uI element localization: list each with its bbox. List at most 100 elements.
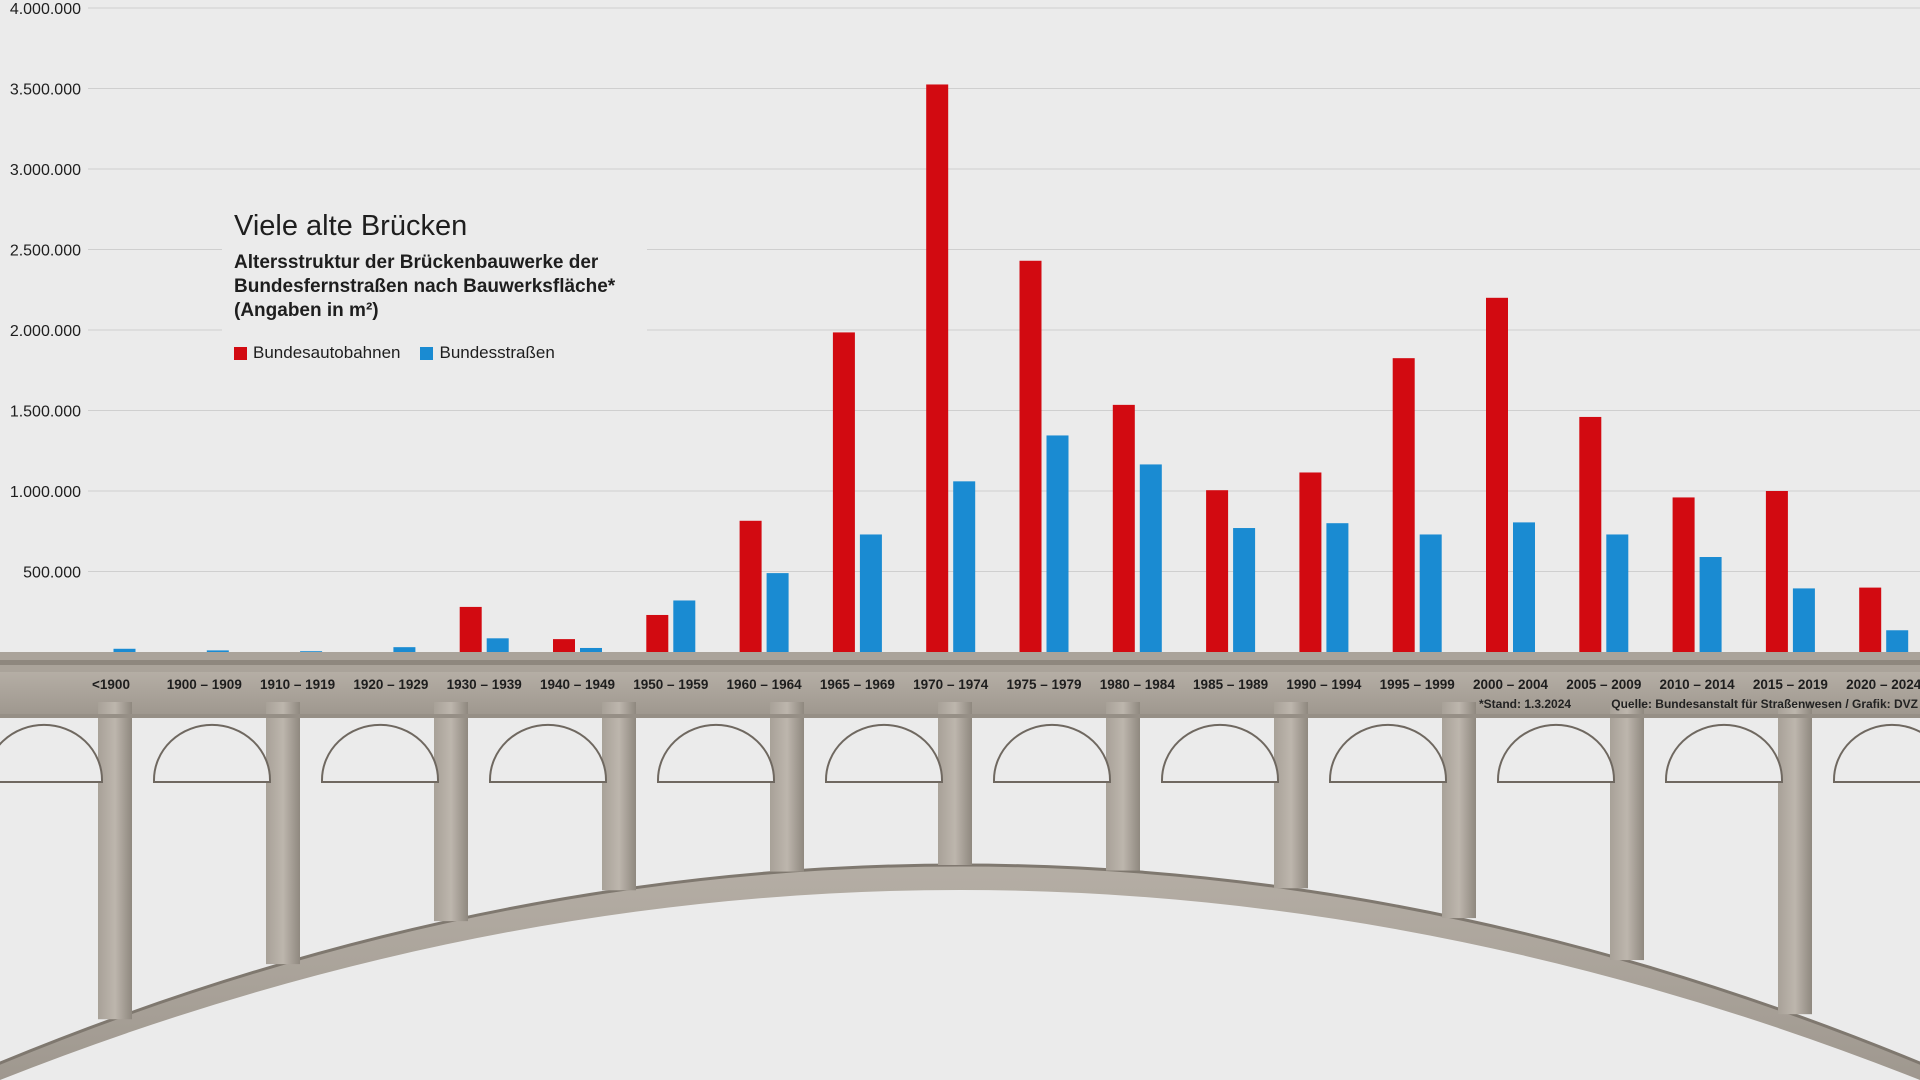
bar-bundesstrassen [1699,557,1722,652]
x-tick-label: 1910 – 1919 [260,677,335,692]
y-axis-tick-labels: 500.000 1.000.000 1.500.000 2.000.000 2.500.… [10,1,81,582]
bridge-arch-opening [489,723,607,783]
x-tick-label: 1975 – 1979 [1006,677,1081,692]
legend-item-bundesstrassen: Bundesstraßen [420,343,555,363]
bridge-pillar [1778,702,1812,1015]
x-tick-label: 1985 – 1989 [1193,677,1268,692]
x-tick-label: 1965 – 1969 [820,677,895,692]
legend-label: Bundesautobahnen [253,343,401,362]
bridge-wall [0,672,1920,714]
y-tick-label: 500.000 [23,565,81,582]
bar-bundesstrassen [113,648,136,652]
bridge-arch-opening [1497,723,1615,783]
bridge-arch-opening [0,723,103,783]
x-tick-label: 1970 – 1974 [913,677,989,692]
bridge-pillar [1274,702,1308,889]
y-tick-label: 3.500.000 [10,82,81,99]
chart-subtitle: Altersstruktur der Brückenbauwerke der B… [234,251,635,323]
bar-bundesstrassen [206,650,229,652]
bridge-pillar [1610,702,1644,961]
y-tick-label: 2.000.000 [10,323,81,340]
bar-bundesautobahnen [832,332,855,652]
bar-bundesautobahnen [1486,297,1508,652]
bar-bundesstrassen [1139,464,1162,652]
x-tick-label: 1930 – 1939 [447,677,522,692]
bar-bundesstrassen [486,638,509,652]
x-tick-label: 1900 – 1909 [167,677,242,692]
bridge-illustration [0,652,1920,1080]
bar-bundesstrassen [1046,435,1069,652]
bar-bundesautobahnen [646,614,669,652]
bridge-deck-edge [0,660,1920,665]
bar-bundesstrassen [766,573,789,652]
bar-bundesstrassen [1233,528,1256,652]
bars [113,84,1909,653]
bridge-pillar [602,702,636,891]
bar-bundesautobahnen [1392,358,1415,652]
legend-swatch [420,346,434,360]
x-tick-label: 1950 – 1959 [633,677,708,692]
bar-bundesstrassen [1792,588,1815,652]
bar-bundesstrassen [1326,523,1349,652]
y-tick-label: 4.000.000 [10,1,81,18]
bar-bundesautobahnen [553,639,575,652]
legend-item-bundesautobahnen: Bundesautobahnen [234,343,400,363]
main-arch [0,865,1920,1080]
bar-bundesstrassen [859,534,882,652]
x-tick-label: 1995 – 1999 [1380,677,1455,692]
bar-bundesautobahnen [1206,490,1229,652]
x-tick-label: 1960 – 1964 [727,677,803,692]
subtitle-line: Bundesfernstraßen nach Bauwerksfläche* [234,276,616,297]
bridge-pillar [938,702,972,866]
x-tick-label: <1900 [92,677,130,692]
subtitle-line: (Angaben in m²) [234,300,379,321]
bar-bundesstrassen [1606,534,1629,652]
bridge-pillar [98,702,132,1020]
main-arch-edge [0,863,1920,1065]
x-tick-label: 2020 – 2024 [1846,677,1920,692]
chart-title: Viele alte Brücken [234,210,468,242]
x-tick-label: 1940 – 1949 [540,677,615,692]
bridge-arch-opening [1161,723,1279,783]
bridge-pillar [770,702,804,872]
source-note: Quelle: Bundesanstalt für Straßenwesen /… [1611,697,1918,711]
bar-bundesstrassen [1419,534,1442,652]
title-block: Viele alte Brücken Altersstruktur der Br… [222,198,647,388]
bar-bundesstrassen [393,647,416,652]
bar-bundesautobahnen [1019,260,1042,652]
bar-bundesautobahnen [1765,491,1788,652]
bridge-arch-opening [1665,723,1783,783]
bar-bundesautobahnen [459,606,482,652]
bar-bundesautobahnen [739,520,762,652]
y-tick-label: 1.000.000 [10,484,81,501]
bar-bundesstrassen [580,647,602,652]
legend: Bundesautobahnen Bundesstraßen [234,343,635,363]
x-axis-tick-labels: <1900 1900 – 1909 1910 – 1919 1920 – 1929 19… [92,677,1920,692]
bar-bundesautobahnen [1672,497,1695,652]
y-tick-label: 2.500.000 [10,243,81,260]
bridge-arch-opening [321,723,439,783]
bridge-arch-opening [825,723,943,783]
bridge-cornice [0,714,1920,718]
bar-bundesstrassen [953,481,976,652]
x-tick-label: 2000 – 2004 [1473,677,1549,692]
bar-bundesautobahnen [1112,404,1135,652]
x-tick-label: 2015 – 2019 [1753,677,1828,692]
bridge-pillar [1442,702,1476,919]
x-tick-label: 1990 – 1994 [1286,677,1362,692]
bar-bundesautobahnen [1859,587,1882,652]
bridge-arch-opening [1833,723,1920,783]
bridge-pillar [1106,702,1140,871]
legend-swatch [234,346,247,360]
bridge-pillar [434,702,468,922]
bar-bundesautobahnen [1579,416,1602,652]
bar-bundesstrassen [1886,630,1909,652]
bar-bundesautobahnen [926,84,949,653]
x-tick-label: 1980 – 1984 [1100,677,1176,692]
y-tick-label: 1.500.000 [10,404,81,421]
bar-bundesautobahnen [1299,472,1322,652]
y-tick-label: 3.000.000 [10,162,81,179]
bar-bundesstrassen [673,600,696,652]
